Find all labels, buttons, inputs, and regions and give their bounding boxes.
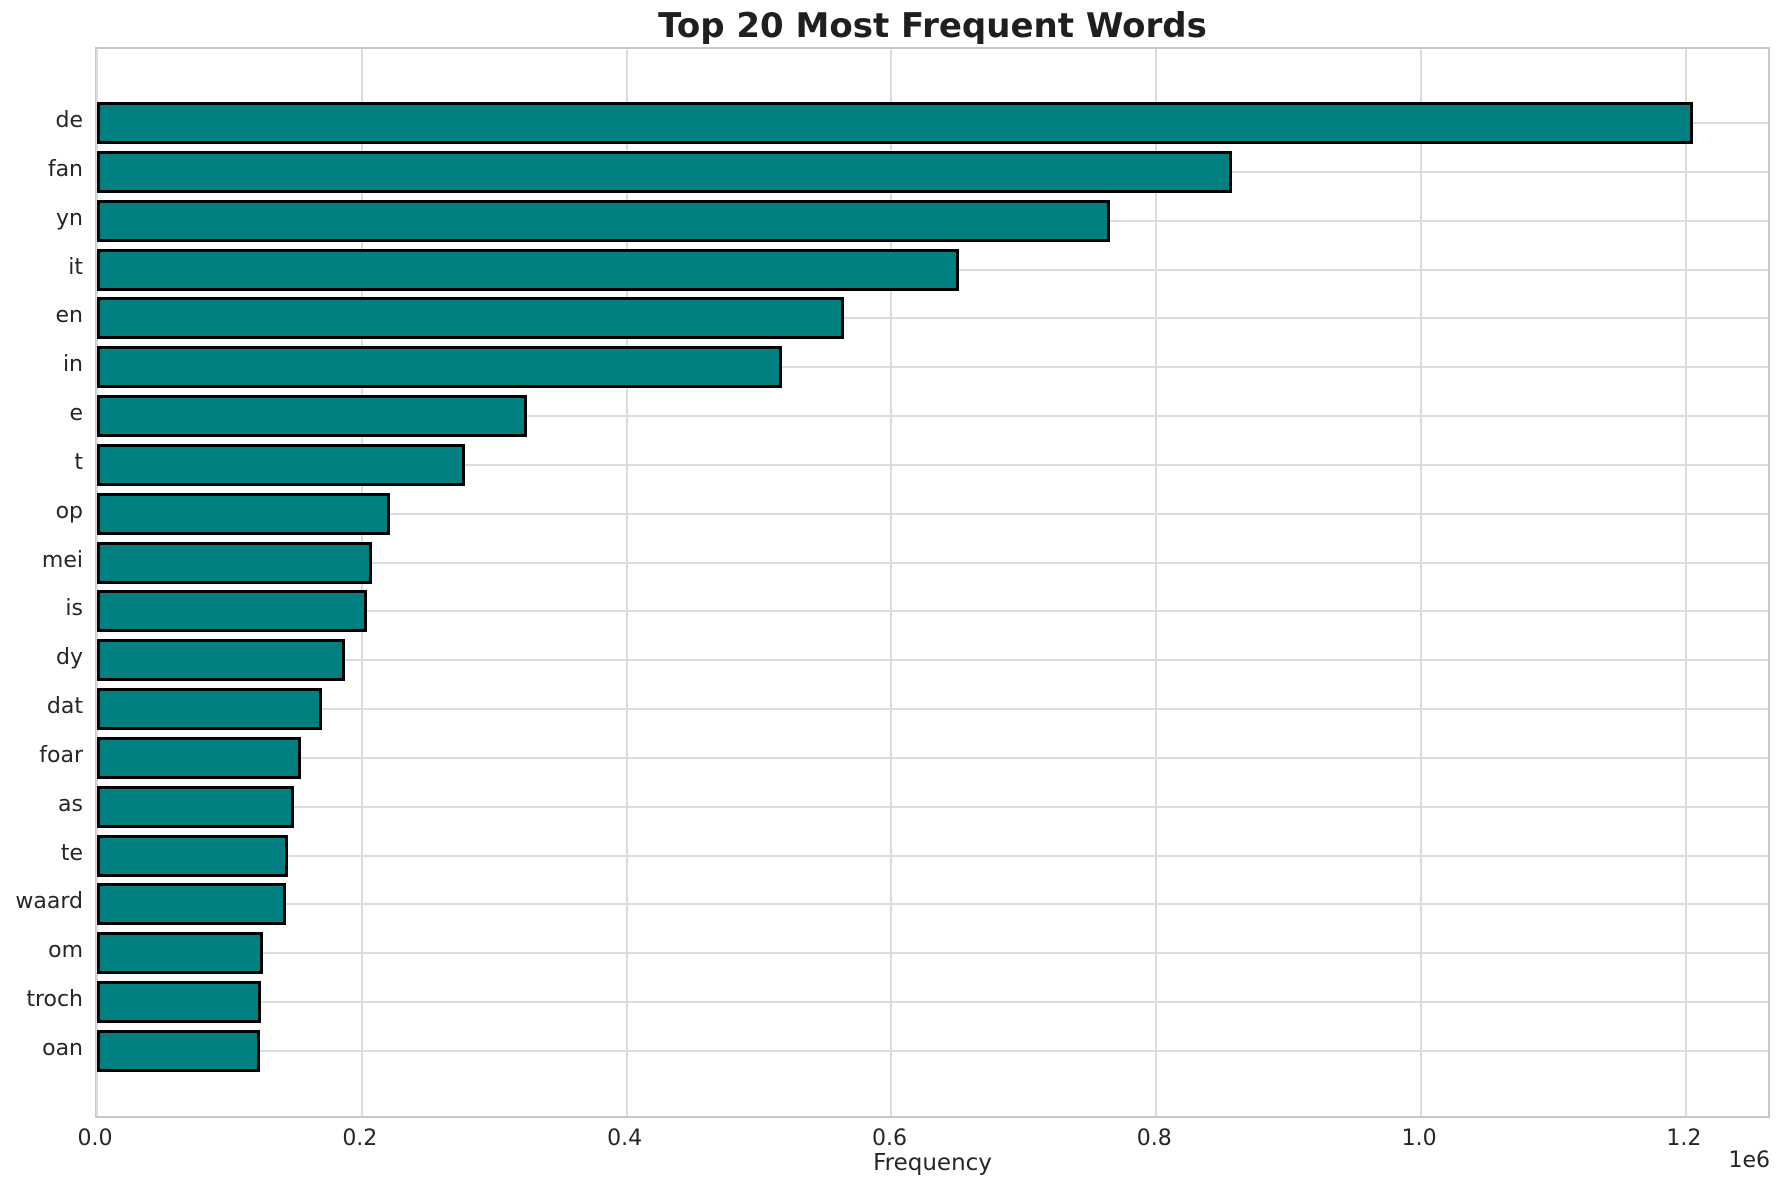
y-tick-label: yn	[56, 205, 83, 231]
y-gridline	[97, 463, 1768, 466]
y-tick-label: t	[74, 449, 83, 475]
y-gridline	[97, 415, 1768, 418]
bar-en	[97, 297, 844, 340]
bar-t	[97, 443, 466, 486]
bar-in	[97, 346, 782, 389]
x-gridline	[890, 49, 893, 1116]
y-tick-label: oan	[42, 1035, 83, 1061]
y-gridline	[97, 756, 1768, 759]
bar-as	[97, 785, 295, 828]
y-tick-label: dy	[56, 645, 83, 671]
bar-te	[97, 834, 288, 877]
x-tick-label: 1.0	[1401, 1126, 1437, 1151]
bar-dy	[97, 639, 345, 682]
y-gridline	[97, 659, 1768, 662]
y-gridline	[97, 512, 1768, 515]
x-tick-label: 0.4	[607, 1126, 643, 1151]
x-tick-label: 1.2	[1666, 1126, 1702, 1151]
x-tick-label: 0.2	[342, 1126, 378, 1151]
bar-de	[97, 102, 1693, 144]
y-gridline	[97, 1001, 1768, 1004]
y-tick-label: mei	[41, 547, 83, 573]
y-gridline	[97, 805, 1768, 808]
y-gridline	[97, 952, 1768, 955]
y-gridline	[97, 561, 1768, 564]
y-tick-label: waard	[15, 889, 83, 915]
axis-offset-label: 1e6	[1728, 1148, 1770, 1173]
y-tick-label: fan	[47, 156, 83, 182]
y-tick-label: de	[55, 108, 84, 133]
bar-it	[97, 248, 959, 291]
y-tick-label: foar	[39, 742, 83, 768]
x-tick-label: 0.0	[77, 1126, 113, 1151]
y-tick-label: dat	[46, 694, 83, 720]
bar-waard	[97, 883, 287, 926]
bar-op	[97, 492, 390, 535]
bar-om	[97, 932, 263, 975]
y-tick-label: op	[55, 498, 83, 524]
y-gridline	[97, 854, 1768, 857]
y-tick-label: om	[48, 938, 83, 964]
bar-troch	[97, 981, 262, 1024]
x-gridline	[1155, 49, 1158, 1116]
x-tick-label: 0.6	[871, 1126, 907, 1151]
bar-dat	[97, 688, 323, 731]
y-tick-label: it	[68, 254, 83, 280]
y-tick-label: as	[58, 791, 83, 817]
y-gridline	[97, 903, 1768, 906]
bar-oan	[97, 1029, 260, 1072]
bar-e	[97, 395, 528, 438]
y-gridline	[97, 317, 1768, 320]
x-gridline	[625, 49, 628, 1116]
y-gridline	[97, 366, 1768, 369]
y-tick-label: te	[60, 840, 83, 866]
x-tick-label: 0.8	[1136, 1126, 1172, 1151]
chart-title: Top 20 Most Frequent Words	[658, 6, 1207, 46]
bar-foar	[97, 736, 301, 779]
y-tick-label: en	[55, 303, 83, 329]
x-gridline	[1420, 49, 1423, 1116]
plot-area	[95, 47, 1770, 1118]
y-gridline	[97, 1049, 1768, 1052]
bar-mei	[97, 541, 373, 584]
y-tick-label: e	[69, 401, 83, 427]
bar-fan	[97, 150, 1232, 193]
y-gridline	[97, 708, 1768, 711]
y-gridline	[97, 610, 1768, 613]
bar-yn	[97, 199, 1110, 242]
y-tick-label: is	[65, 596, 83, 622]
x-gridline	[1684, 49, 1687, 1116]
bar-is	[97, 590, 368, 633]
x-axis-label: Frequency	[873, 1150, 992, 1176]
y-tick-label: troch	[26, 987, 83, 1013]
y-tick-label: in	[62, 352, 83, 378]
